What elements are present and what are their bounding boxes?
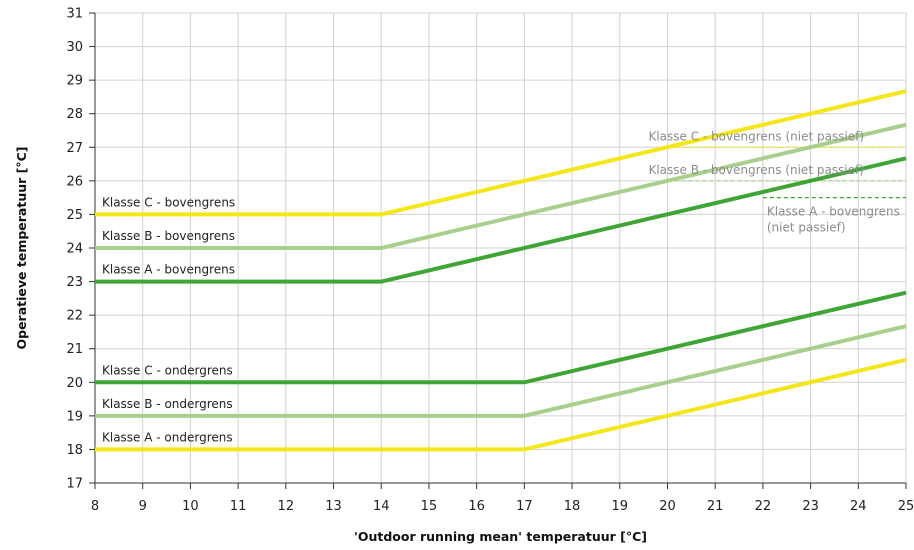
series-labels: Klasse C - bovengrens Klasse B - bovengre… bbox=[102, 129, 900, 444]
y-tick-label: 25 bbox=[66, 208, 83, 223]
x-tick-label: 25 bbox=[898, 499, 914, 514]
y-tick-label: 27 bbox=[66, 141, 83, 156]
x-tick-label: 11 bbox=[230, 499, 247, 514]
x-tick-label: 13 bbox=[325, 499, 342, 514]
passive-limit-label: Klasse C - bovengrens (niet passief) bbox=[648, 129, 864, 143]
passive-limit-label: Klasse B - bovengrens (niet passief) bbox=[648, 163, 863, 177]
y-tick-label: 17 bbox=[66, 477, 83, 492]
x-tick-label: 12 bbox=[278, 499, 295, 514]
passive-limit-label: Klasse A - bovengrens (niet passief) bbox=[767, 205, 900, 235]
x-tick-label: 20 bbox=[659, 499, 676, 514]
y-tick-label: 26 bbox=[66, 174, 83, 189]
y-tick-label: 19 bbox=[66, 409, 83, 424]
series-line bbox=[95, 357, 907, 452]
y-tick-label: 29 bbox=[66, 74, 83, 89]
x-tick-label: 10 bbox=[182, 499, 199, 514]
y-axis-title: Operatieve temperatuur [°C] bbox=[14, 146, 29, 349]
series-lines bbox=[95, 89, 907, 452]
series-line bbox=[95, 122, 907, 250]
x-tick-label: 21 bbox=[707, 499, 724, 514]
x-tick-label: 17 bbox=[516, 499, 533, 514]
x-tick-label: 23 bbox=[802, 499, 819, 514]
x-axis-title: 'Outdoor running mean' temperatuur [°C] bbox=[354, 529, 647, 544]
y-tick-label: 30 bbox=[66, 40, 83, 55]
y-tick-label: 31 bbox=[66, 7, 83, 22]
x-tick-label: 19 bbox=[611, 499, 628, 514]
series-line bbox=[95, 290, 907, 385]
series-label: Klasse B - bovengrens bbox=[102, 229, 235, 243]
y-tick-labels: 17 18 19 20 21 22 23 24 25 26 27 28 29 30 31 bbox=[66, 7, 83, 492]
y-tick-label: 22 bbox=[66, 309, 83, 324]
series-line bbox=[95, 89, 907, 217]
y-tick-label: 23 bbox=[66, 275, 83, 290]
series-line bbox=[95, 156, 907, 284]
x-tick-label: 8 bbox=[91, 499, 99, 514]
x-tick-label: 9 bbox=[139, 499, 147, 514]
series-line bbox=[95, 324, 907, 418]
y-tick-label: 24 bbox=[66, 242, 83, 257]
y-tick-label: 28 bbox=[66, 107, 83, 122]
x-tick-labels: 8 9 10 11 12 13 14 15 16 17 18 19 20 21 22 23 24 25 bbox=[91, 499, 914, 514]
y-tick-label: 20 bbox=[66, 376, 83, 391]
series-label: Klasse C - ondergrens bbox=[102, 363, 233, 377]
series-label: Klasse B - ondergrens bbox=[102, 397, 233, 411]
y-tick-label: 18 bbox=[66, 443, 83, 458]
x-tick-label: 22 bbox=[755, 499, 772, 514]
x-tick-label: 14 bbox=[373, 499, 390, 514]
series-label: Klasse A - ondergrens bbox=[102, 430, 233, 444]
series-label: Klasse A - bovengrens bbox=[102, 263, 235, 277]
series-label: Klasse C - bovengrens bbox=[102, 195, 235, 209]
passive-limit-lines bbox=[667, 146, 906, 199]
x-tick-label: 15 bbox=[421, 499, 438, 514]
x-tick-label: 16 bbox=[468, 499, 485, 514]
y-tick-label: 21 bbox=[66, 342, 83, 357]
x-tick-label: 18 bbox=[564, 499, 581, 514]
x-tick-label: 24 bbox=[850, 499, 867, 514]
